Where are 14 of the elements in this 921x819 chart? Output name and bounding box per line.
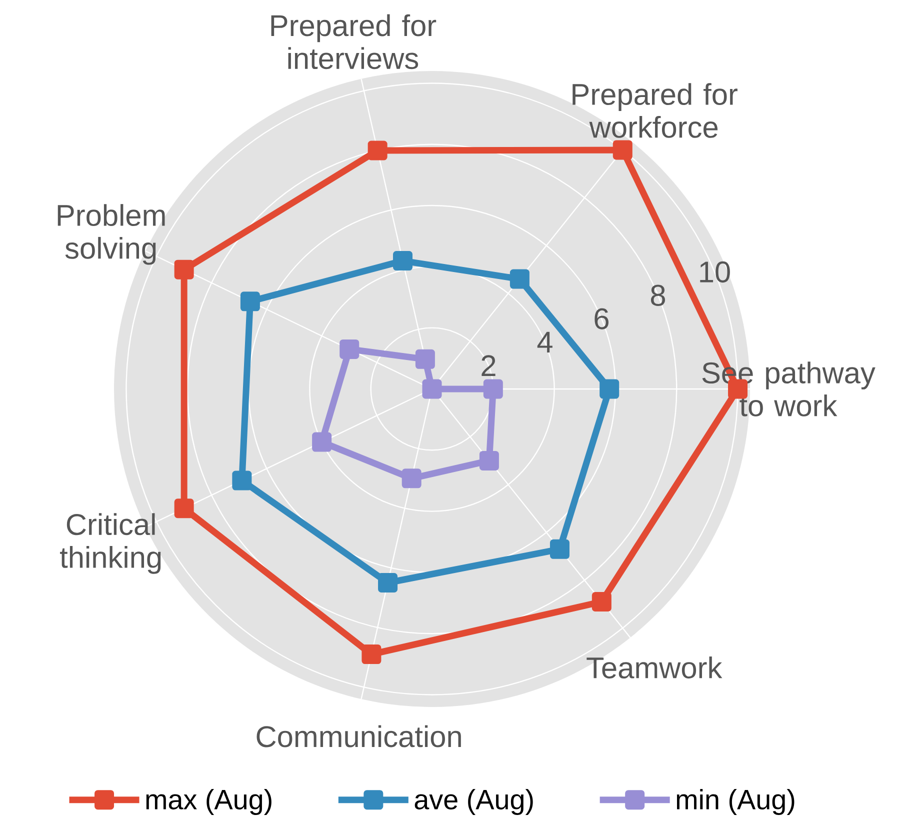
- legend-label: ave (Aug): [414, 789, 533, 815]
- y-tick-label: 2: [482, 355, 496, 376]
- legend-label: max (Aug): [146, 789, 272, 815]
- spoke-label: Communication: [256, 725, 461, 748]
- spoke-label: Teamwork: [586, 656, 722, 678]
- y-tick-label: 4: [537, 332, 552, 352]
- legend-label: min (Aug): [676, 789, 794, 815]
- spoke-label: Problem solving: [58, 204, 165, 265]
- spoke-label: Prepared for interviews: [271, 14, 436, 70]
- y-tick-label: 6: [594, 308, 608, 330]
- spoke-label: Prepared for workforce: [572, 83, 738, 138]
- y-tick-label: 10: [700, 261, 730, 283]
- spoke-label: Critical thinking: [60, 513, 161, 574]
- y-tick-label: 8: [650, 284, 666, 306]
